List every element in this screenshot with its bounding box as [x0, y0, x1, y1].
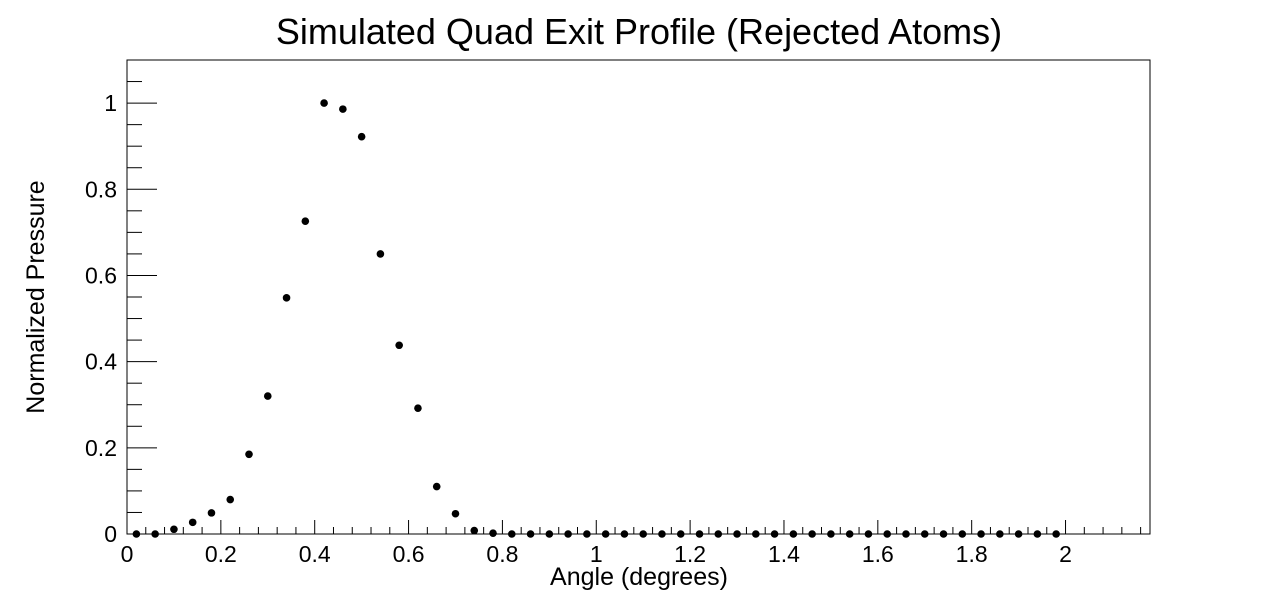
x-tick-label: 0.4	[299, 541, 331, 567]
data-point	[883, 530, 892, 538]
data-point	[827, 530, 835, 538]
x-tick-label: 0.2	[205, 541, 237, 567]
y-axis: 0 0.2 0.4 0.6 0.8 1	[85, 59, 157, 547]
data-point	[939, 530, 948, 538]
data-point	[170, 525, 178, 534]
chart-title: Simulated Quad Exit Profile (Rejected At…	[276, 11, 1002, 52]
data-point	[695, 530, 704, 538]
data-point	[808, 530, 816, 538]
data-point	[489, 529, 497, 537]
data-point	[414, 404, 422, 412]
data-point	[864, 530, 873, 538]
data-point	[282, 294, 291, 302]
data-point	[432, 482, 441, 491]
data-point	[733, 530, 741, 538]
x-tick-label: 1.2	[674, 541, 706, 567]
data-point	[1033, 530, 1042, 538]
data-point	[639, 530, 647, 538]
data-point	[620, 530, 629, 538]
data-point	[996, 530, 1004, 538]
data-point	[920, 530, 929, 538]
data-point	[451, 509, 460, 518]
y-tick-label: 0.8	[85, 176, 117, 202]
data-point	[958, 530, 967, 538]
y-tick-label: 1	[104, 90, 117, 116]
data-point	[714, 530, 723, 538]
data-point	[601, 530, 610, 538]
data-point	[357, 132, 366, 141]
x-axis-label: Angle (degrees)	[550, 563, 728, 591]
data-point	[902, 530, 910, 538]
data-point	[301, 217, 310, 225]
data-point	[789, 530, 798, 538]
data-point	[263, 392, 272, 400]
data-point	[188, 518, 197, 527]
data-point	[564, 530, 572, 538]
y-tick-label: 0.6	[85, 262, 117, 288]
plot-frame	[126, 59, 1151, 535]
x-tick-label: 0	[121, 541, 134, 567]
data-point	[1014, 530, 1023, 538]
x-tick-label: 0.6	[393, 541, 425, 567]
x-axis: 0 0.2 0.4 0.6 0.8 1 1.2 1.4 1.6 1.8 2	[121, 520, 1142, 567]
y-tick-label: 0	[104, 521, 117, 547]
data-point	[207, 509, 216, 517]
x-tick-label: 1	[590, 541, 603, 567]
data-point	[583, 530, 591, 538]
data-point	[507, 530, 516, 538]
y-tick-label: 0.2	[85, 435, 117, 461]
x-tick-label: 1.8	[956, 541, 988, 567]
data-point	[151, 530, 159, 538]
data-point	[658, 530, 666, 538]
x-tick-label: 0.8	[486, 541, 518, 567]
data-point	[845, 530, 854, 538]
data-point	[395, 341, 403, 350]
data-point	[132, 530, 141, 538]
data-point	[770, 530, 779, 538]
x-tick-label: 1.4	[768, 541, 800, 567]
data-point	[526, 530, 535, 538]
x-tick-label: 2	[1059, 541, 1072, 567]
data-point	[676, 530, 685, 538]
data-point	[1052, 530, 1060, 538]
data-point	[545, 530, 554, 538]
data-point	[320, 99, 328, 107]
x-tick-label: 1.6	[862, 541, 894, 567]
y-axis-label: Normalized Pressure	[22, 180, 50, 413]
y-tick-label: 0.4	[85, 349, 117, 375]
data-point	[752, 530, 760, 538]
data-point	[470, 526, 479, 535]
data-point	[339, 105, 347, 113]
data-point	[977, 530, 985, 538]
data-point	[376, 250, 385, 258]
data-point	[226, 495, 235, 504]
data-points	[132, 99, 1060, 538]
data-point	[245, 450, 253, 459]
